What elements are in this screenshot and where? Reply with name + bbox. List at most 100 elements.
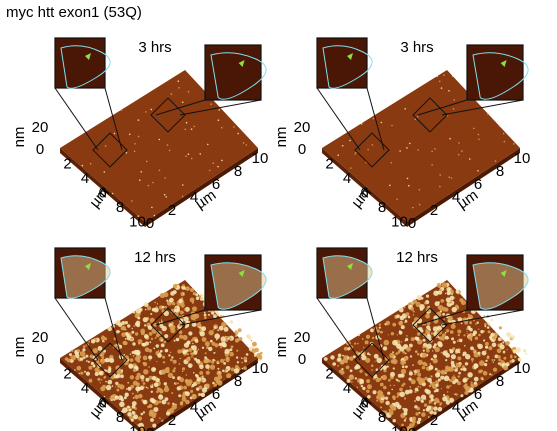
surface-feature [478,134,480,136]
x-tick-label: 2 [325,365,333,382]
surface-feature [218,372,220,374]
surface-feature [90,163,92,165]
surface-feature [180,292,185,297]
x-tick-label: 8 [378,409,386,426]
surface-feature [484,323,487,326]
surface-feature [158,388,162,392]
surface-feature [179,363,181,365]
surface-feature [487,322,490,325]
surface-feature [216,339,218,341]
surface-feature [223,362,226,365]
surface-feature [429,385,432,388]
surface-feature [383,346,387,350]
surface-feature [118,397,119,398]
surface-feature [469,321,472,324]
surface-feature [459,298,463,302]
surface-feature [171,93,173,95]
surface-feature [149,332,153,336]
surface-feature [69,353,72,356]
surface-feature [205,341,210,346]
surface-feature [401,341,402,342]
surface-feature [359,370,362,373]
surface-feature [177,382,179,384]
surface-feature [79,373,80,374]
surface-feature [130,375,134,379]
surface-feature [423,409,425,411]
surface-feature [505,362,509,366]
surface-feature [114,133,116,135]
surface-feature [485,346,488,349]
surface-feature [470,384,473,387]
surface-feature [441,388,442,389]
surface-feature [443,350,448,355]
surface-feature [177,328,178,329]
surface-feature [129,134,131,136]
surface-feature [143,317,148,322]
surface-feature [215,360,216,361]
surface-feature [108,367,111,370]
y-tick-label: 2 [430,412,438,429]
surface-feature [454,393,456,395]
x-tick-label: 10 [129,423,146,431]
surface-feature [416,369,420,373]
surface-feature [221,160,223,162]
surface-feature [143,382,146,385]
y-tick-label: 8 [234,163,242,180]
surface-feature [100,355,101,356]
z-axis-label: nm [273,337,290,358]
surface-feature [260,352,263,355]
surface-feature [121,326,126,331]
y-tick-label: 10 [514,150,531,167]
surface-feature [406,312,410,316]
surface-feature [136,382,140,386]
surface-feature [397,405,402,410]
surface-feature [210,365,215,370]
surface-feature [183,386,187,390]
surface-feature [398,374,402,378]
surface-feature [484,325,486,327]
surface-feature [438,343,443,348]
surface-feature [417,386,419,388]
surface-feature [385,401,389,405]
surface-feature [435,331,437,333]
surface-feature [443,318,445,320]
surface-feature [413,314,415,316]
surface-feature [199,326,201,328]
surface-feature [167,144,169,146]
surface-feature [201,393,205,397]
surface-feature [136,308,142,314]
surface-feature [445,332,447,334]
surface-feature [226,357,228,359]
surface-feature [212,162,214,164]
surface-feature [428,334,431,337]
surface-feature [217,313,220,316]
surface-feature [389,410,394,415]
surface-feature [405,390,410,395]
surface-feature [461,323,463,325]
surface-feature [432,350,433,351]
surface-feature [178,87,180,89]
surface-feature [110,380,112,382]
surface-feature [440,284,441,285]
surface-feature [205,352,207,354]
surface-feature [424,302,427,305]
surface-feature [133,414,138,419]
surface-feature [346,366,350,370]
surface-feature [442,334,446,338]
surface-feature [224,359,226,361]
afm-panel: 3 hrsnm020246810µm0246810µm [273,38,530,232]
surface-feature [475,323,477,325]
surface-feature [110,397,113,400]
surface-feature [197,377,201,381]
surface-feature [394,385,395,386]
surface-feature [133,355,135,357]
z-tick-label: 0 [36,141,44,158]
surface-feature [204,356,207,359]
surface-feature [152,376,156,380]
surface-feature [179,335,183,339]
surface-feature [169,150,171,152]
surface-feature [337,154,339,156]
surface-feature [396,344,401,349]
surface-feature [159,139,161,141]
surface-feature [105,145,107,147]
